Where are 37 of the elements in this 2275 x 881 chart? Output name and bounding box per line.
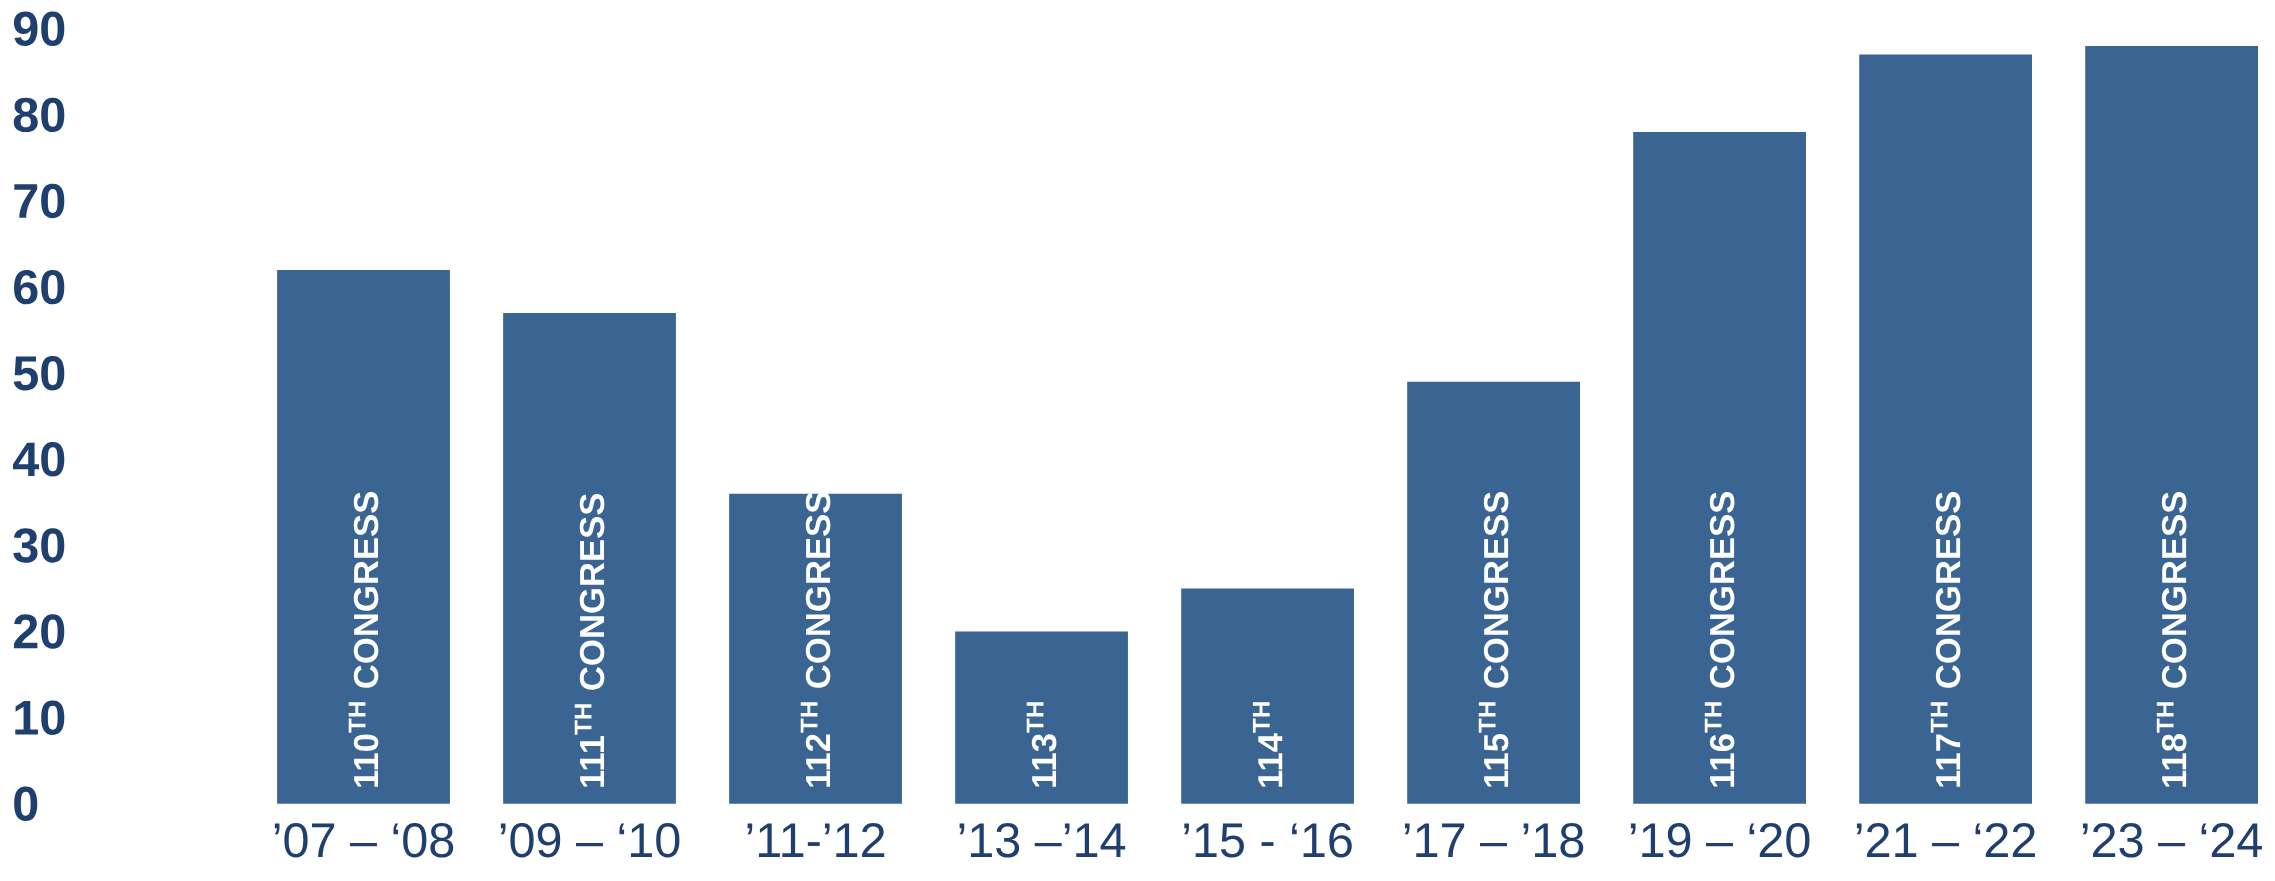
x-tick-label: ’23 – ‘24 — [2082, 823, 2262, 858]
bar — [277, 269, 450, 804]
x-tick-label: ’19 – ‘20 — [1630, 823, 1810, 858]
annotation: 115$^{TH}$ CONGRESS — [1478, 492, 1509, 787]
y-tick-label: 40 — [13, 442, 65, 477]
y-tick-label: 90 — [13, 11, 65, 47]
x-tick-label: ’15 - ‘16 — [1184, 823, 1352, 858]
x-tick-label: ’11-’12 — [747, 823, 885, 858]
bar — [1859, 54, 2032, 804]
annotation: 111$^{TH}$ CONGRESS — [574, 493, 605, 787]
x-tick-label: ’07 – ‘08 — [274, 823, 454, 858]
x-tick-label: ’21 – ‘22 — [1856, 823, 2035, 858]
annotation: 113$^{TH}$ — [1026, 702, 1057, 787]
annotation: 112$^{TH}$ CONGRESS — [800, 492, 831, 787]
x-tick-label: ’17 – ’18 — [1404, 823, 1584, 858]
y-tick-label: 10 — [15, 700, 65, 736]
y-tick-label: 30 — [13, 528, 65, 563]
annotation: 114$^{TH}$ — [1252, 702, 1283, 787]
y-tick-label: 0 — [14, 786, 38, 822]
bar — [1407, 381, 1580, 804]
x-tick-label: ’13 –’14 — [959, 823, 1126, 858]
annotation: 110$^{TH}$ CONGRESS — [348, 492, 379, 787]
y-tick-label: 50 — [13, 356, 65, 391]
bar — [1181, 588, 1354, 804]
annotation: 117$^{TH}$ CONGRESS — [1930, 492, 1961, 787]
bar — [2085, 46, 2259, 804]
bar — [503, 313, 676, 804]
y-tick-label: 80 — [13, 97, 65, 133]
annotation: 116$^{TH}$ CONGRESS — [1704, 492, 1735, 787]
y-tick-label: 20 — [13, 614, 65, 649]
y-tick-label: 70 — [14, 183, 65, 219]
bar — [955, 631, 1128, 804]
y-tick-label: 60 — [14, 269, 65, 305]
x-tick-label: ’09 – ‘10 — [500, 823, 680, 858]
annotation: 118$^{TH}$ CONGRESS — [2156, 492, 2187, 787]
bar — [729, 493, 902, 804]
bar — [1633, 132, 1806, 804]
